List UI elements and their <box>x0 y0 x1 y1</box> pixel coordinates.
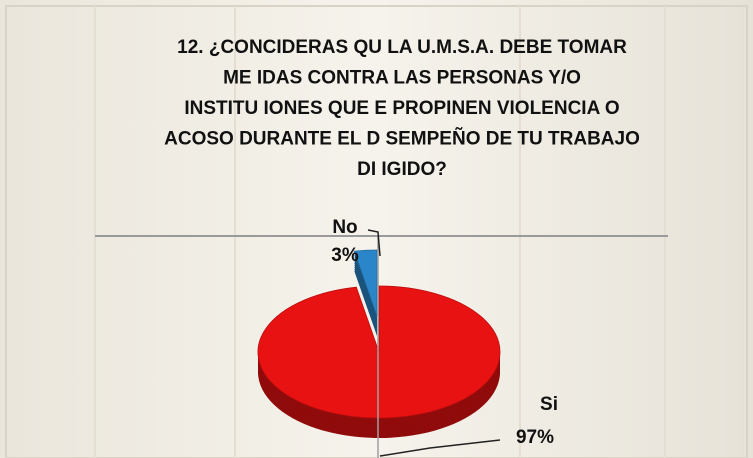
category-label: No <box>332 217 357 238</box>
leader-line <box>379 439 501 457</box>
pie <box>257 249 501 439</box>
value-label: 3% <box>331 245 359 266</box>
slice <box>353 249 378 317</box>
category-label: Si <box>540 394 558 415</box>
frame <box>5 5 748 458</box>
chart-title: 12. ¿CONCIDERAS QU LA U.M.S.A. DEBE TOMA… <box>164 37 640 180</box>
data-labels: No 3% Si 97% <box>331 217 558 448</box>
title-line: ACOSO DURANTE EL D SEMPEÑO DE TU TRABAJO <box>164 128 640 150</box>
title-line: INSTITU IONES QUE E PROPINEN VIOLENCIA O <box>184 98 619 119</box>
value-label: 97% <box>516 427 554 448</box>
title-line: 12. ¿CONCIDERAS QU LA U.M.S.A. DEBE TOMA… <box>177 37 627 58</box>
slice <box>257 285 501 419</box>
title-line: DI IGIDO? <box>357 159 447 180</box>
title-line: ME IDAS CONTRA LAS PERSONAS Y/O <box>223 68 581 89</box>
leader-line <box>367 229 381 257</box>
